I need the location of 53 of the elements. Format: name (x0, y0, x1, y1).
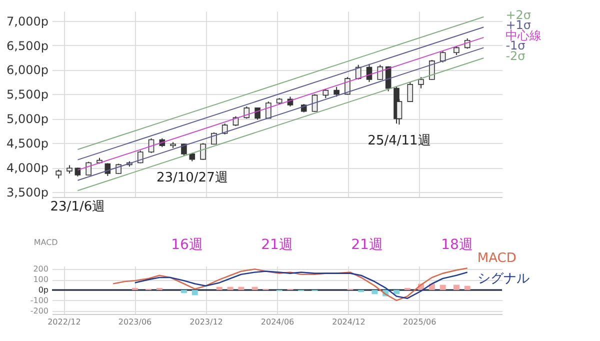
candlestick (244, 106, 250, 120)
y-tick-label: 3,500p (6, 186, 48, 200)
candlestick (200, 142, 206, 160)
chart-title: MACD (34, 238, 58, 247)
bar (453, 284, 460, 290)
y-tick-label: 200 (33, 264, 48, 274)
x-tick-label: 2025/06 (402, 318, 436, 326)
x-tick-label: 2023/06 (118, 318, 152, 326)
series-label: シグナル (477, 271, 530, 286)
bar (394, 290, 400, 294)
annotation: 23/10/27週 (156, 170, 228, 186)
y-tick-label: 5,000p (6, 112, 48, 126)
candlestick (407, 81, 414, 103)
x-tick-label: 2022/12 (48, 318, 81, 326)
bar (252, 286, 258, 290)
bar (238, 286, 244, 290)
y-tick-label: 0p (38, 286, 48, 294)
annotation: 23/1/6週 (50, 200, 106, 215)
text: 18週 (441, 237, 473, 253)
y-tick-label: 100 (33, 275, 48, 284)
x-tick-label: 2024/12 (332, 318, 366, 326)
candlestick (266, 101, 272, 120)
y-tick-label: 4,000p (6, 161, 48, 176)
series-label: +2σ (506, 8, 532, 22)
line-series (112, 267, 468, 302)
candlestick (181, 143, 187, 156)
y-tick-label: 7,000p (6, 14, 48, 28)
y-tick-label: -200 (30, 306, 48, 316)
y-tick-label: 6,500p (6, 38, 48, 53)
series-label: -2σ (506, 48, 526, 63)
line-series (134, 270, 468, 299)
y-tick-label: 4,500p (6, 136, 48, 151)
x-tick-label: 2023/12 (190, 318, 223, 326)
bar (440, 284, 446, 290)
text: 21週 (351, 237, 383, 253)
x-tick-label: 2024/06 (260, 318, 294, 326)
y-tick-label: 5,500p (6, 88, 48, 102)
y-tick-label: -100 (30, 296, 48, 305)
text: 21週 (261, 237, 293, 253)
series-label: MACD (477, 251, 516, 266)
y-tick-label: 6,000p (6, 63, 48, 78)
bar (464, 286, 470, 290)
annotation: 25/4/11週 (368, 134, 431, 149)
candlestick (418, 76, 424, 89)
candlestick (86, 161, 92, 176)
bar (227, 286, 234, 290)
text: 16週 (171, 237, 203, 253)
bar (372, 290, 378, 294)
bar (192, 290, 198, 296)
candlestick (334, 86, 340, 98)
bar (216, 286, 222, 290)
bar (180, 290, 187, 294)
candlestick (440, 50, 446, 63)
